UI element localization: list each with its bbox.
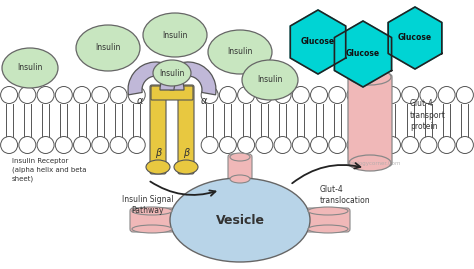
Circle shape xyxy=(237,136,255,154)
Ellipse shape xyxy=(170,178,310,262)
FancyBboxPatch shape xyxy=(348,74,392,166)
Circle shape xyxy=(201,136,218,154)
Circle shape xyxy=(292,136,310,154)
Circle shape xyxy=(73,136,91,154)
Circle shape xyxy=(256,87,273,104)
Circle shape xyxy=(310,87,328,104)
Circle shape xyxy=(128,136,145,154)
Circle shape xyxy=(92,87,109,104)
Text: Vesicle: Vesicle xyxy=(216,214,264,226)
Circle shape xyxy=(19,136,36,154)
FancyBboxPatch shape xyxy=(178,85,194,174)
Circle shape xyxy=(0,136,18,154)
Circle shape xyxy=(219,87,237,104)
FancyBboxPatch shape xyxy=(151,86,193,100)
Text: Insulin Receptor
(alpha helix and beta
sheet): Insulin Receptor (alpha helix and beta s… xyxy=(12,158,86,182)
FancyBboxPatch shape xyxy=(306,208,350,232)
Text: Glucose: Glucose xyxy=(346,49,380,58)
Circle shape xyxy=(310,136,328,154)
Text: Glucose: Glucose xyxy=(301,37,335,47)
Polygon shape xyxy=(290,10,346,74)
Circle shape xyxy=(383,136,401,154)
Text: Insulin: Insulin xyxy=(257,76,283,84)
Wedge shape xyxy=(128,62,184,95)
Ellipse shape xyxy=(230,153,250,161)
Circle shape xyxy=(201,87,218,104)
Circle shape xyxy=(292,87,310,104)
Ellipse shape xyxy=(143,13,207,57)
Circle shape xyxy=(37,87,54,104)
Circle shape xyxy=(365,136,382,154)
Circle shape xyxy=(55,136,73,154)
Circle shape xyxy=(92,136,109,154)
Circle shape xyxy=(128,87,145,104)
Circle shape xyxy=(37,136,54,154)
Text: β: β xyxy=(183,148,189,158)
Ellipse shape xyxy=(349,155,391,171)
Ellipse shape xyxy=(349,69,391,85)
Ellipse shape xyxy=(2,48,58,88)
Polygon shape xyxy=(335,21,392,87)
Circle shape xyxy=(347,136,364,154)
FancyBboxPatch shape xyxy=(228,154,252,182)
Ellipse shape xyxy=(308,225,348,233)
Ellipse shape xyxy=(76,25,140,71)
Circle shape xyxy=(438,87,455,104)
Text: biologycorner.Com: biologycorner.Com xyxy=(350,161,401,165)
FancyBboxPatch shape xyxy=(130,208,174,232)
Ellipse shape xyxy=(208,30,272,74)
Text: Glut-4
transport
protein: Glut-4 transport protein xyxy=(410,99,446,131)
Circle shape xyxy=(401,87,419,104)
Circle shape xyxy=(420,87,437,104)
Ellipse shape xyxy=(230,175,250,183)
Circle shape xyxy=(110,87,127,104)
Text: Insulin: Insulin xyxy=(95,44,121,52)
Circle shape xyxy=(73,87,91,104)
Text: Insulin: Insulin xyxy=(159,69,185,77)
Text: Insulin: Insulin xyxy=(18,63,43,73)
Circle shape xyxy=(329,87,346,104)
Text: α: α xyxy=(137,96,143,106)
Circle shape xyxy=(256,136,273,154)
Text: Insulin Signal
Pathway: Insulin Signal Pathway xyxy=(122,194,174,215)
Wedge shape xyxy=(160,62,216,95)
Polygon shape xyxy=(388,7,442,69)
Circle shape xyxy=(219,136,237,154)
Text: Insulin: Insulin xyxy=(162,30,188,40)
Circle shape xyxy=(383,87,401,104)
FancyBboxPatch shape xyxy=(150,85,166,174)
Circle shape xyxy=(274,136,291,154)
Ellipse shape xyxy=(153,60,191,86)
Text: Glut-4
translocation: Glut-4 translocation xyxy=(320,185,371,206)
Circle shape xyxy=(237,87,255,104)
Text: Insulin: Insulin xyxy=(228,48,253,56)
Circle shape xyxy=(456,136,474,154)
Ellipse shape xyxy=(242,60,298,100)
Circle shape xyxy=(19,87,36,104)
Circle shape xyxy=(55,87,73,104)
Ellipse shape xyxy=(146,160,170,174)
Circle shape xyxy=(329,136,346,154)
Circle shape xyxy=(456,87,474,104)
Circle shape xyxy=(401,136,419,154)
Text: α: α xyxy=(201,96,207,106)
Ellipse shape xyxy=(308,207,348,215)
Text: Glucose: Glucose xyxy=(398,34,432,43)
Ellipse shape xyxy=(132,225,172,233)
Text: β: β xyxy=(155,148,161,158)
Circle shape xyxy=(110,136,127,154)
Circle shape xyxy=(438,136,455,154)
Circle shape xyxy=(365,87,382,104)
Circle shape xyxy=(0,87,18,104)
Circle shape xyxy=(274,87,291,104)
Circle shape xyxy=(347,87,364,104)
Circle shape xyxy=(420,136,437,154)
Ellipse shape xyxy=(174,160,198,174)
Ellipse shape xyxy=(132,207,172,215)
